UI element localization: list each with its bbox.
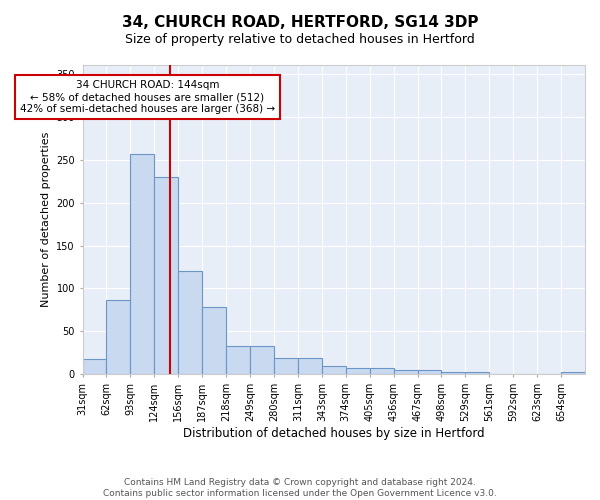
Bar [274, 358, 298, 374]
Bar [394, 370, 418, 374]
Text: 34, CHURCH ROAD, HERTFORD, SG14 3DP: 34, CHURCH ROAD, HERTFORD, SG14 3DP [122, 15, 478, 30]
Bar [226, 346, 250, 374]
Bar [418, 370, 442, 374]
Bar [442, 372, 466, 374]
Bar [370, 368, 394, 374]
Bar [154, 176, 178, 374]
Bar [250, 346, 274, 374]
Bar [130, 154, 154, 374]
Bar [106, 300, 130, 374]
Text: 34 CHURCH ROAD: 144sqm
← 58% of detached houses are smaller (512)
42% of semi-de: 34 CHURCH ROAD: 144sqm ← 58% of detached… [20, 80, 275, 114]
Bar [346, 368, 370, 374]
Bar [466, 372, 489, 374]
X-axis label: Distribution of detached houses by size in Hertford: Distribution of detached houses by size … [183, 427, 485, 440]
Text: Contains HM Land Registry data © Crown copyright and database right 2024.
Contai: Contains HM Land Registry data © Crown c… [103, 478, 497, 498]
Bar [202, 308, 226, 374]
Y-axis label: Number of detached properties: Number of detached properties [41, 132, 51, 308]
Bar [322, 366, 346, 374]
Bar [561, 372, 585, 374]
Bar [178, 272, 202, 374]
Text: Size of property relative to detached houses in Hertford: Size of property relative to detached ho… [125, 32, 475, 46]
Bar [298, 358, 322, 374]
Bar [83, 359, 106, 374]
